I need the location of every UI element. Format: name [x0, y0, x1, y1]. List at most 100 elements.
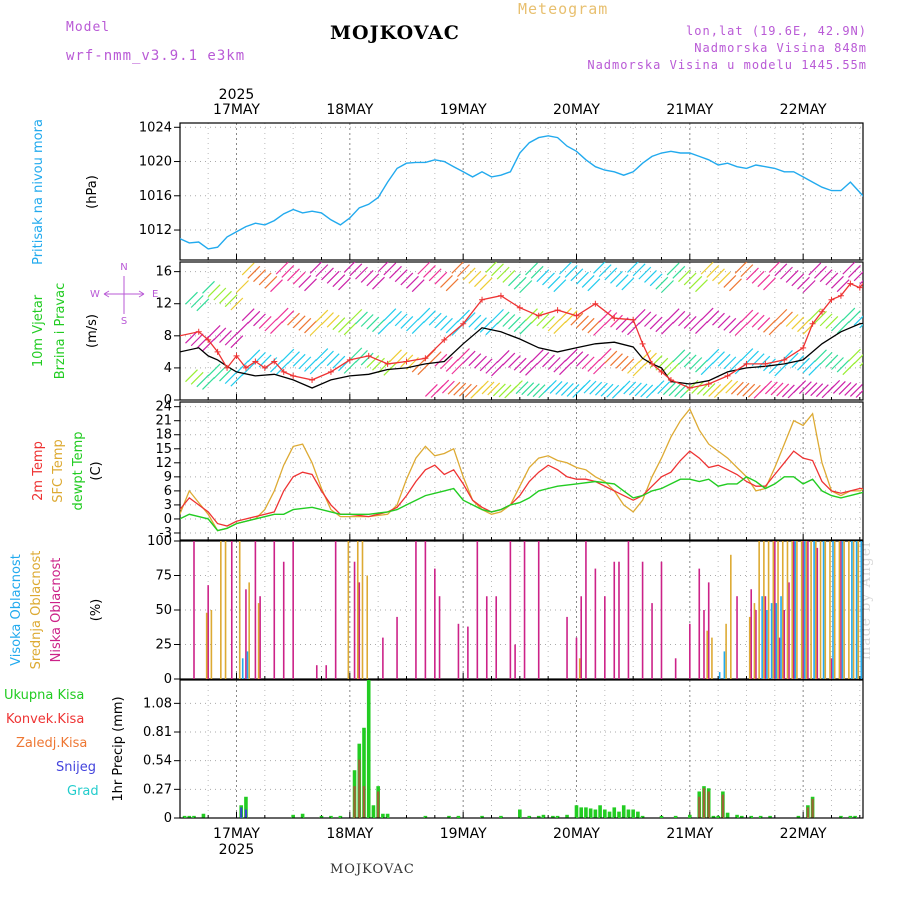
wind-barb [457, 348, 470, 361]
wind-barb [536, 269, 550, 283]
wind-barb [236, 280, 249, 293]
wind-barb [723, 275, 737, 288]
wind-barb [440, 356, 453, 370]
wind-barb [479, 319, 493, 333]
wind-barb [258, 272, 272, 286]
wind-barb [292, 271, 306, 285]
wind-barb [740, 264, 754, 278]
wind-barb [366, 316, 380, 330]
wind-barb [434, 315, 448, 329]
wind-barb [417, 262, 431, 275]
wind-barb [275, 307, 289, 321]
wind-barb [623, 381, 637, 395]
wind-barb [281, 310, 295, 324]
gust-marker [261, 364, 268, 371]
wind-barb [309, 323, 323, 336]
model-label: Model [66, 20, 111, 35]
wind-barb [241, 308, 255, 322]
wind-barb [593, 361, 606, 375]
precip-bar [240, 807, 243, 818]
precip-bar [688, 814, 692, 818]
precip-legend-item: Grad [67, 784, 99, 799]
wind-barb [479, 277, 493, 291]
wind-barb [275, 362, 289, 376]
wind-barb [706, 265, 720, 278]
precip-bar [673, 815, 678, 818]
day-label-bottom: 18MAY [326, 826, 373, 842]
precip-bar [565, 814, 569, 818]
wind-barb [661, 280, 674, 293]
wind-barb [838, 381, 852, 395]
wind-barb [349, 347, 363, 361]
wind-barb [287, 351, 300, 365]
precip-bar [362, 786, 366, 818]
precip-bar [702, 788, 706, 818]
wind-barb [224, 371, 238, 385]
wind-barb [662, 382, 676, 396]
wind-barb [525, 262, 538, 276]
precip-bar [385, 813, 390, 818]
wind-barb [515, 381, 529, 395]
day-label-top: 18MAY [326, 102, 373, 118]
wind-barb [797, 319, 810, 333]
wind-barb [678, 269, 691, 283]
wind-barb [774, 263, 788, 277]
wind-barb [678, 313, 691, 327]
wind-barb [332, 355, 346, 369]
wind-barb [547, 275, 561, 289]
y-tick-label: 16 [155, 265, 172, 280]
wind-barb [666, 362, 680, 376]
y-tick-label: 0.27 [143, 782, 172, 797]
wind-barb [485, 262, 498, 273]
compass-w: W [90, 289, 100, 300]
y-tick-label: 50 [155, 603, 172, 618]
wind-barb [729, 359, 742, 372]
wind-barb [638, 266, 652, 280]
wind-barb [781, 384, 795, 398]
wind-barb [502, 270, 516, 283]
wind-barb [190, 371, 204, 385]
wind-barb [678, 351, 691, 365]
wind-barb [309, 262, 323, 274]
wind-barb [640, 384, 654, 398]
gust-marker [573, 312, 580, 319]
wind-barb [810, 383, 824, 397]
wind-barb [848, 310, 861, 324]
precip-bar [376, 791, 380, 818]
gust-marker [441, 336, 448, 343]
precip-bar [358, 759, 361, 818]
wind-barb [844, 383, 858, 396]
wind-barb [683, 354, 697, 368]
wind-barb [224, 294, 238, 308]
sfc-axis-title: SFC Temp [51, 439, 66, 503]
wind-barb [689, 357, 703, 370]
y-tick-label: 9 [164, 470, 172, 485]
y-tick-label: 21 [155, 414, 172, 429]
day-label-top: 17MAY [213, 102, 260, 118]
precip-bar [480, 815, 484, 818]
gust-marker [762, 360, 769, 367]
wind-barb [479, 358, 493, 372]
wind-barb [326, 353, 340, 367]
wind-barb [555, 381, 569, 395]
y-tick-label: 12 [155, 456, 172, 471]
precip-bar [338, 815, 343, 818]
wind-barb [498, 384, 512, 398]
precip-bar [527, 815, 532, 818]
temp-unit: (C) [89, 461, 104, 480]
wind-barb [560, 383, 574, 396]
wind-barb [859, 280, 863, 285]
precip-bar [603, 809, 607, 818]
y-tick-label: 24 [155, 400, 172, 415]
wind-barb [513, 357, 527, 371]
wind-barb [321, 312, 334, 326]
wind-barb [543, 379, 557, 393]
panel-frame-pressure [179, 122, 864, 261]
wind-barb [447, 381, 461, 395]
wind-barb [434, 271, 448, 285]
wind-barb [672, 265, 686, 279]
y-tick-label: 18 [155, 428, 172, 443]
wind-barb [304, 359, 317, 372]
wind-barb [424, 384, 438, 397]
precip-bar [758, 815, 763, 818]
